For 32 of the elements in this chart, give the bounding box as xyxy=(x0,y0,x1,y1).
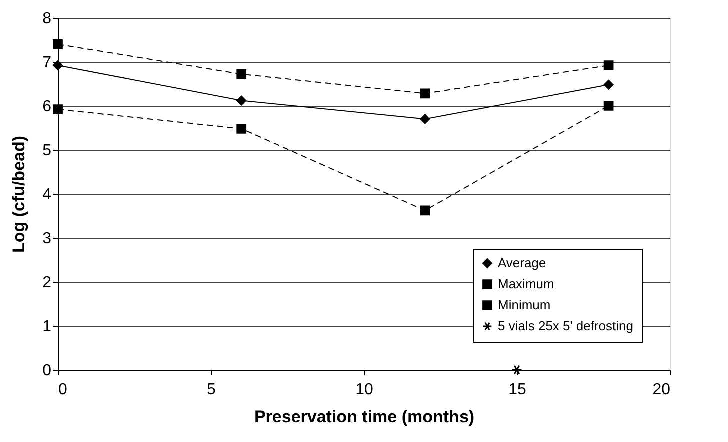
y-tick-label: 3 xyxy=(42,230,52,248)
point xyxy=(420,206,430,216)
x-tick-label: 15 xyxy=(508,382,526,398)
y-tick-label: 7 xyxy=(42,54,52,72)
point xyxy=(420,114,430,124)
y-tick-label: 0 xyxy=(42,362,52,380)
y-tick-label: 2 xyxy=(42,274,52,292)
y-tick-label: 1 xyxy=(42,318,52,336)
legend-label: Minimum xyxy=(498,298,551,312)
x-tick-label: 0 xyxy=(58,382,68,398)
legend-label: 5 vials 25x 5' defrosting xyxy=(498,318,634,334)
point xyxy=(512,365,522,375)
point xyxy=(53,39,63,50)
point xyxy=(604,80,614,90)
point xyxy=(420,88,430,99)
y-tick-label: 6 xyxy=(42,98,52,116)
x-tick-label: 5 xyxy=(207,382,216,398)
point xyxy=(236,69,247,80)
y-tick-label: 8 xyxy=(42,10,52,28)
y-tick-label: 4 xyxy=(42,186,52,204)
y-tick-label: 5 xyxy=(42,142,52,160)
x-axis-title: Preservation time (months) xyxy=(254,408,475,426)
x-tick-label: 10 xyxy=(356,382,374,398)
legend-label: Average xyxy=(498,256,546,270)
x-tick-label: 20 xyxy=(652,382,671,398)
y-axis-title: Log (cfu/bead) xyxy=(10,136,29,254)
point xyxy=(236,124,247,134)
point xyxy=(604,60,614,70)
point xyxy=(604,101,614,111)
legend-label: Maximum xyxy=(498,276,554,292)
point xyxy=(53,104,63,114)
point xyxy=(236,96,247,106)
